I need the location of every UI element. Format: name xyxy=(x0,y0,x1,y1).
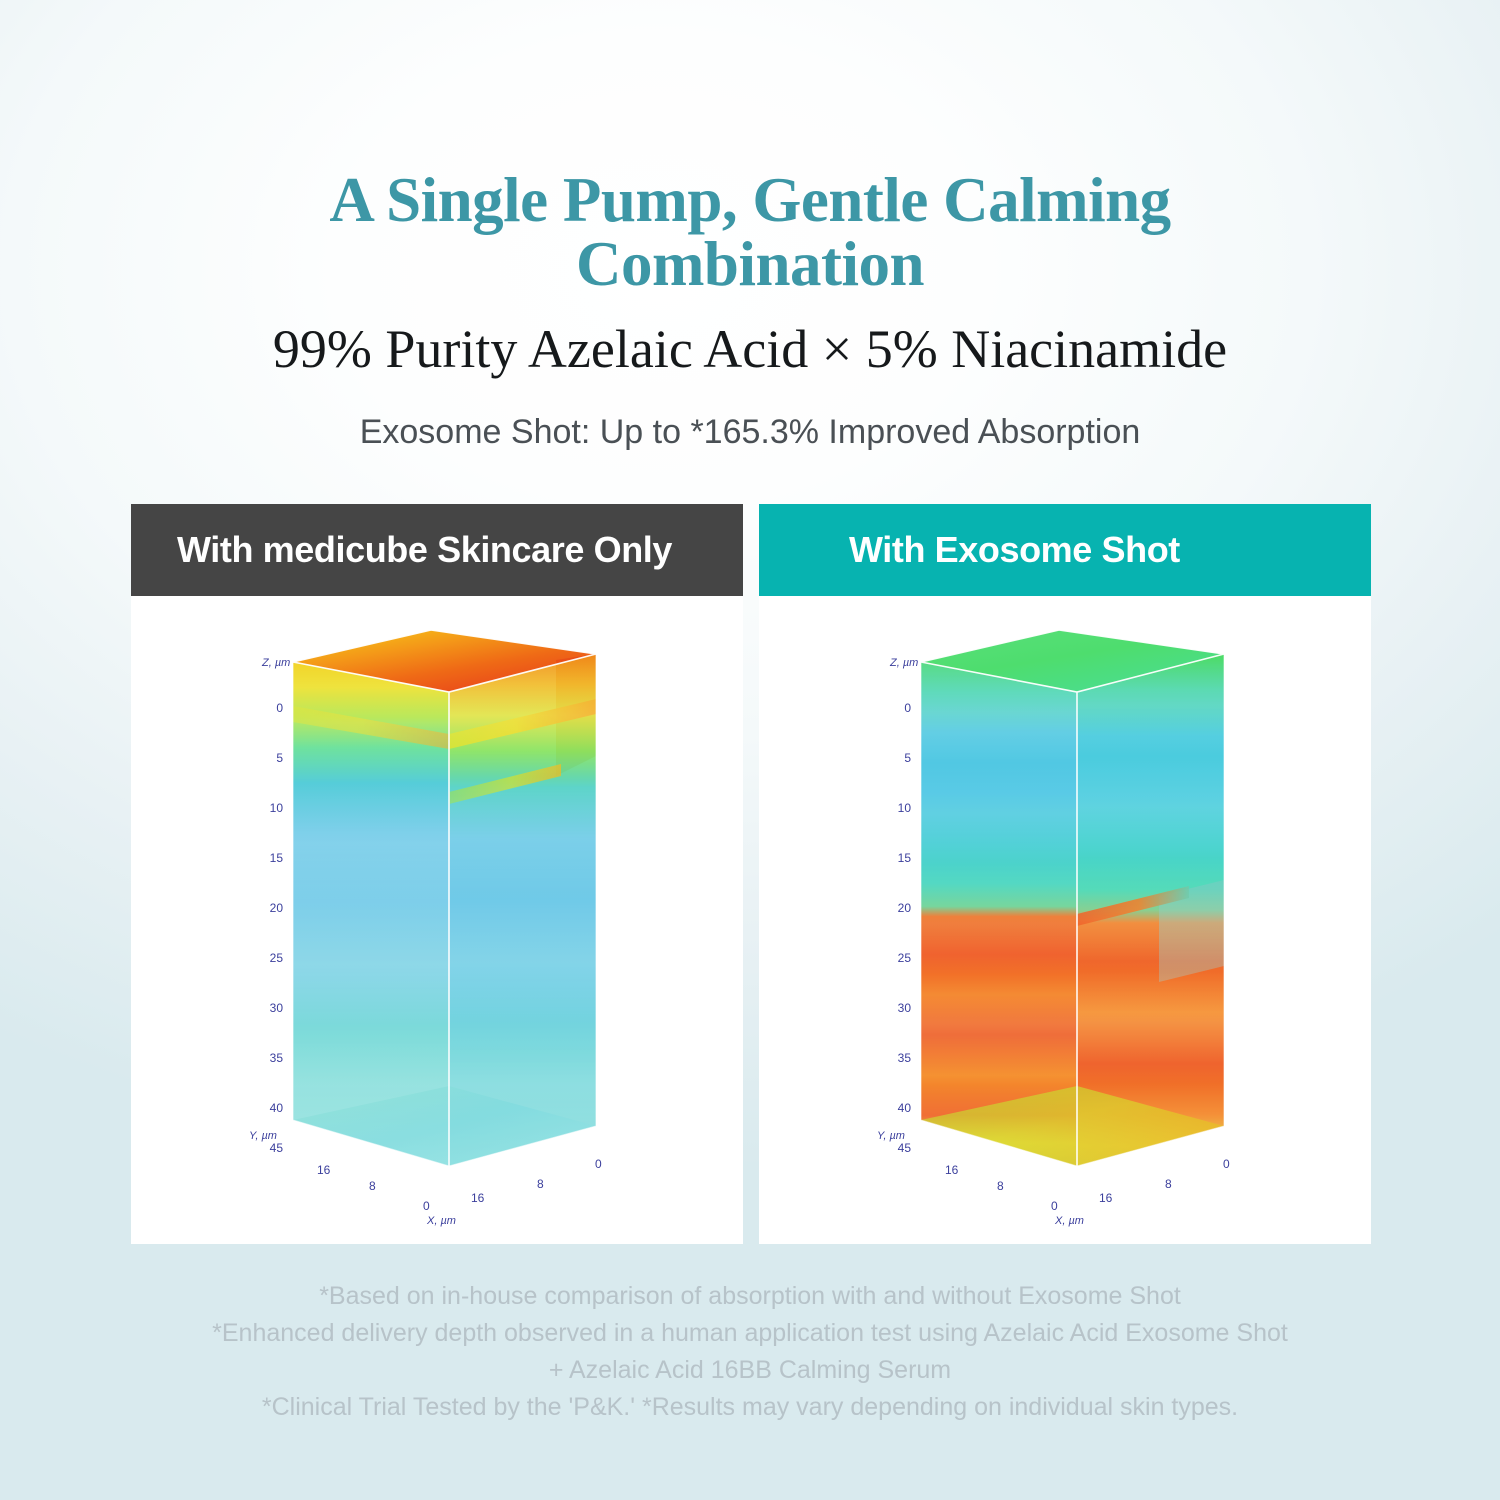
svg-text:16: 16 xyxy=(471,1191,485,1205)
exosome-volume-chart: Z, µm 0 5 10 15 20 25 30 35 40 45 Y, µm xyxy=(759,596,1371,1244)
exosome-volume-cube xyxy=(920,629,1225,1167)
svg-text:30: 30 xyxy=(270,1001,284,1015)
exosome-y-ticks: 16 8 0 xyxy=(945,1163,1058,1213)
svg-text:5: 5 xyxy=(276,751,283,765)
svg-text:25: 25 xyxy=(270,951,284,965)
panel-control-header: With medicube Skincare Only xyxy=(131,504,743,596)
control-volume-cube xyxy=(292,629,597,1167)
svg-text:0: 0 xyxy=(423,1199,430,1213)
svg-text:20: 20 xyxy=(270,901,284,915)
exosome-z-ticks: 0 5 10 15 20 25 30 35 40 45 xyxy=(898,701,912,1155)
exosome-x-axis-label: X, µm xyxy=(1054,1215,1084,1227)
svg-text:40: 40 xyxy=(270,1101,284,1115)
svg-text:45: 45 xyxy=(898,1141,912,1155)
panel-control-title: With medicube Skincare Only xyxy=(177,529,673,570)
exosome-y-axis-label: Y, µm xyxy=(877,1130,905,1142)
panel-exosome: With Exosome Shot xyxy=(759,504,1371,1244)
svg-text:16: 16 xyxy=(945,1163,959,1177)
footnote-3: + Azelaic Acid 16BB Calming Serum xyxy=(548,1356,952,1384)
control-x-ticks: 16 8 0 xyxy=(471,1157,602,1205)
control-z-ticks: 0 5 10 15 20 25 30 35 40 45 xyxy=(270,701,284,1155)
page-title: A Single Pump, Gentle Calming Combinatio… xyxy=(0,168,1500,297)
svg-text:15: 15 xyxy=(898,851,912,865)
subheadline: 99% Purity Azelaic Acid × 5% Niacinamide xyxy=(272,319,1228,379)
svg-text:8: 8 xyxy=(537,1177,544,1191)
svg-text:8: 8 xyxy=(997,1179,1004,1193)
control-y-axis-label: Y, µm xyxy=(249,1130,277,1142)
footnote-2: *Enhanced delivery depth observed in a h… xyxy=(212,1319,1288,1347)
panel-exosome-body: Z, µm 0 5 10 15 20 25 30 35 40 45 Y, µm xyxy=(759,596,1371,1244)
svg-text:15: 15 xyxy=(270,851,284,865)
svg-text:8: 8 xyxy=(369,1179,376,1193)
panel-exosome-title: With Exosome Shot xyxy=(849,529,1180,570)
svg-text:16: 16 xyxy=(1099,1191,1113,1205)
tagline: Exosome Shot: Up to *165.3% Improved Abs… xyxy=(359,413,1141,451)
panel-control-body: Z, µm 0 5 10 15 20 25 30 35 40 45 Y, xyxy=(131,596,743,1244)
svg-text:35: 35 xyxy=(270,1051,284,1065)
svg-text:0: 0 xyxy=(1051,1199,1058,1213)
footnotes: *Based on in-house comparison of absorpt… xyxy=(0,1278,1500,1426)
svg-text:45: 45 xyxy=(270,1141,284,1155)
panel-control: With medicube Skincare Only xyxy=(131,504,743,1244)
svg-text:0: 0 xyxy=(595,1157,602,1171)
svg-text:16: 16 xyxy=(317,1163,331,1177)
control-y-ticks: 16 8 0 xyxy=(317,1163,430,1213)
control-x-axis-label: X, µm xyxy=(426,1215,456,1227)
svg-text:40: 40 xyxy=(898,1101,912,1115)
comparison-panels: With medicube Skincare Only xyxy=(131,504,1371,1244)
svg-text:10: 10 xyxy=(270,801,284,815)
svg-text:10: 10 xyxy=(898,801,912,815)
svg-text:35: 35 xyxy=(898,1051,912,1065)
exosome-z-axis-label: Z, µm xyxy=(889,657,918,669)
footnote-4: *Clinical Trial Tested by the 'P&K.' *Re… xyxy=(261,1393,1239,1421)
svg-text:0: 0 xyxy=(276,701,283,715)
footnote-1: *Based on in-house comparison of absorpt… xyxy=(319,1282,1181,1310)
control-volume-chart: Z, µm 0 5 10 15 20 25 30 35 40 45 Y, xyxy=(131,596,743,1244)
svg-text:0: 0 xyxy=(1223,1157,1230,1171)
svg-text:20: 20 xyxy=(898,901,912,915)
svg-text:8: 8 xyxy=(1165,1177,1172,1191)
exosome-x-ticks: 16 8 0 xyxy=(1099,1157,1230,1205)
panel-exosome-header: With Exosome Shot xyxy=(759,504,1371,596)
svg-text:5: 5 xyxy=(904,751,911,765)
svg-text:0: 0 xyxy=(904,701,911,715)
svg-text:25: 25 xyxy=(898,951,912,965)
headline-line-1: A Single Pump, Gentle Calming xyxy=(329,165,1171,236)
headline-line-2: Combination xyxy=(575,229,925,300)
svg-text:30: 30 xyxy=(898,1001,912,1015)
control-z-axis-label: Z, µm xyxy=(261,657,290,669)
